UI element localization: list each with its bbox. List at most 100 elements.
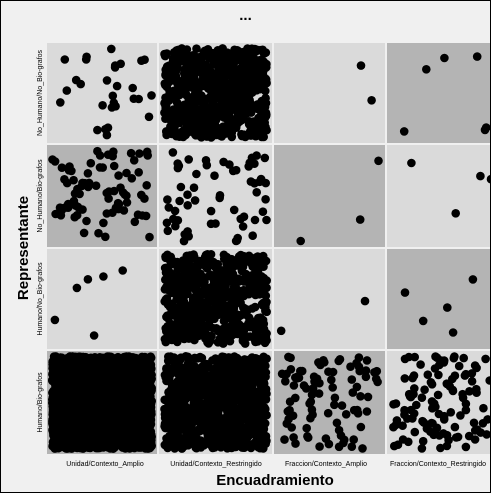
data-point (249, 72, 259, 81)
data-point (170, 57, 179, 67)
data-point (187, 318, 196, 328)
data-point (486, 175, 490, 184)
data-point (74, 377, 84, 387)
data-point (181, 352, 191, 361)
data-point (132, 416, 141, 426)
data-point (63, 354, 73, 363)
data-point (238, 222, 248, 231)
data-point (181, 112, 191, 121)
data-point (126, 364, 136, 373)
data-point (230, 300, 239, 310)
data-point (56, 211, 66, 220)
data-point (261, 291, 271, 301)
data-point (113, 198, 123, 208)
data-point (111, 407, 121, 417)
data-point (238, 336, 248, 346)
data-point (109, 186, 119, 196)
data-point (237, 290, 246, 299)
data-point (76, 79, 85, 89)
data-point (177, 331, 187, 340)
data-point (73, 427, 82, 437)
data-point (234, 66, 243, 76)
data-point (79, 228, 89, 238)
data-point (251, 83, 261, 92)
data-point (296, 236, 306, 246)
data-point (247, 271, 256, 280)
data-point (78, 205, 87, 214)
data-point (217, 132, 227, 141)
data-point (128, 83, 137, 93)
data-point (360, 296, 370, 306)
data-point (98, 101, 107, 110)
data-point (211, 308, 221, 318)
data-point (138, 363, 148, 372)
data-point (71, 201, 80, 210)
data-point (448, 328, 458, 337)
data-point (236, 214, 245, 224)
data-point (204, 293, 214, 303)
data-point (219, 250, 229, 260)
data-point (222, 259, 231, 269)
data-point (239, 108, 248, 118)
data-point (105, 429, 115, 439)
data-point (194, 113, 204, 122)
data-point (256, 313, 265, 323)
data-point (196, 78, 206, 87)
data-point (116, 59, 125, 69)
cell-3-0 (387, 43, 490, 143)
data-point (183, 201, 192, 210)
data-point (258, 45, 267, 55)
data-point (107, 394, 116, 403)
data-point (95, 151, 105, 160)
data-point (160, 51, 170, 61)
data-point (214, 269, 223, 279)
data-point (190, 252, 199, 262)
data-point (56, 418, 66, 427)
data-point (249, 117, 258, 126)
data-point (243, 50, 252, 60)
data-point (440, 53, 449, 63)
data-point (183, 75, 193, 85)
data-point (200, 46, 210, 56)
data-point (163, 311, 172, 321)
data-point (59, 401, 69, 410)
data-point (143, 427, 152, 436)
data-point (56, 98, 65, 107)
data-point (132, 376, 141, 385)
data-point (122, 168, 131, 178)
data-point (99, 272, 108, 281)
data-point (102, 130, 112, 140)
data-point (175, 196, 184, 206)
data-point (167, 326, 177, 335)
data-point (163, 195, 172, 204)
data-point (195, 427, 204, 436)
data-point (218, 328, 228, 337)
data-point (91, 398, 100, 407)
data-point (94, 228, 103, 238)
data-point (235, 50, 245, 60)
data-point (258, 207, 268, 216)
data-point (176, 182, 186, 192)
data-point (85, 411, 94, 421)
data-point (174, 161, 184, 171)
data-point (55, 203, 65, 212)
data-point (476, 171, 485, 181)
data-point (137, 56, 146, 65)
data-point (214, 301, 223, 311)
data-point (171, 221, 180, 231)
data-point (261, 195, 270, 204)
data-point (144, 416, 154, 426)
data-point (54, 393, 63, 403)
data-point (123, 436, 132, 445)
data-point (215, 334, 224, 344)
data-point (250, 302, 260, 312)
data-point (181, 88, 190, 97)
data-point (60, 55, 70, 64)
data-point (189, 183, 199, 192)
data-point (215, 191, 225, 200)
data-point (202, 264, 212, 273)
data-point (112, 81, 122, 91)
data-point (64, 166, 74, 175)
data-point (206, 114, 216, 123)
data-point (115, 439, 124, 448)
